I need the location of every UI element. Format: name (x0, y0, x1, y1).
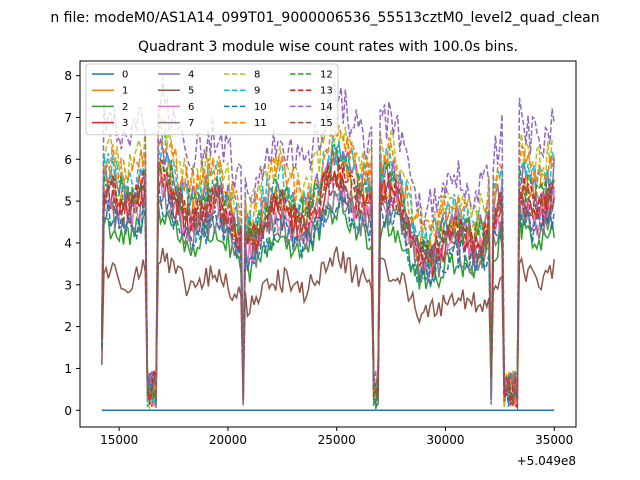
figure-suptitle: n file: modeM0/AS1A14_099T01_9000006536_… (50, 10, 599, 26)
legend-label: 2 (122, 102, 128, 113)
legend-label: 11 (254, 118, 267, 129)
legend-label: 10 (254, 102, 267, 113)
chart-title: Quadrant 3 module wise count rates with … (138, 39, 518, 55)
legend-label: 9 (254, 86, 260, 97)
legend-label: 14 (320, 102, 333, 113)
legend-label: 4 (188, 70, 194, 81)
x-tick-label: 15000 (100, 433, 138, 447)
y-tick-label: 0 (64, 404, 72, 418)
legend-label: 8 (254, 70, 260, 81)
series-line-10 (101, 183, 555, 410)
legend-label: 12 (320, 70, 333, 81)
legend-label: 15 (320, 118, 333, 129)
series-line-15 (101, 166, 555, 402)
series-line-7 (101, 190, 555, 408)
y-tick-label: 8 (64, 69, 72, 83)
legend-label: 7 (188, 118, 194, 129)
legend-label: 5 (188, 86, 194, 97)
series-line-8 (101, 109, 555, 411)
y-tick-label: 2 (64, 320, 72, 334)
legend-label: 13 (320, 86, 333, 97)
legend-label: 1 (122, 86, 128, 97)
x-tick-label: 25000 (318, 433, 356, 447)
y-tick-label: 7 (64, 111, 72, 125)
x-tick-label: 20000 (209, 433, 247, 447)
legend-label: 0 (122, 70, 128, 81)
y-tick-label: 1 (64, 362, 72, 376)
x-tick-label: 30000 (426, 433, 464, 447)
series-line-11 (101, 118, 555, 407)
axes-frame (79, 60, 577, 428)
y-tick-label: 4 (64, 236, 72, 250)
y-tick-label: 3 (64, 278, 72, 292)
y-tick-label: 5 (64, 195, 72, 209)
y-tick-label: 6 (64, 153, 72, 167)
x-offset-label: +5.049e8 (517, 454, 576, 468)
legend-label: 6 (188, 102, 194, 113)
x-tick-label: 35000 (535, 433, 573, 447)
legend-box (85, 63, 339, 136)
series-line-5 (101, 246, 555, 407)
legend-label: 3 (122, 118, 128, 129)
